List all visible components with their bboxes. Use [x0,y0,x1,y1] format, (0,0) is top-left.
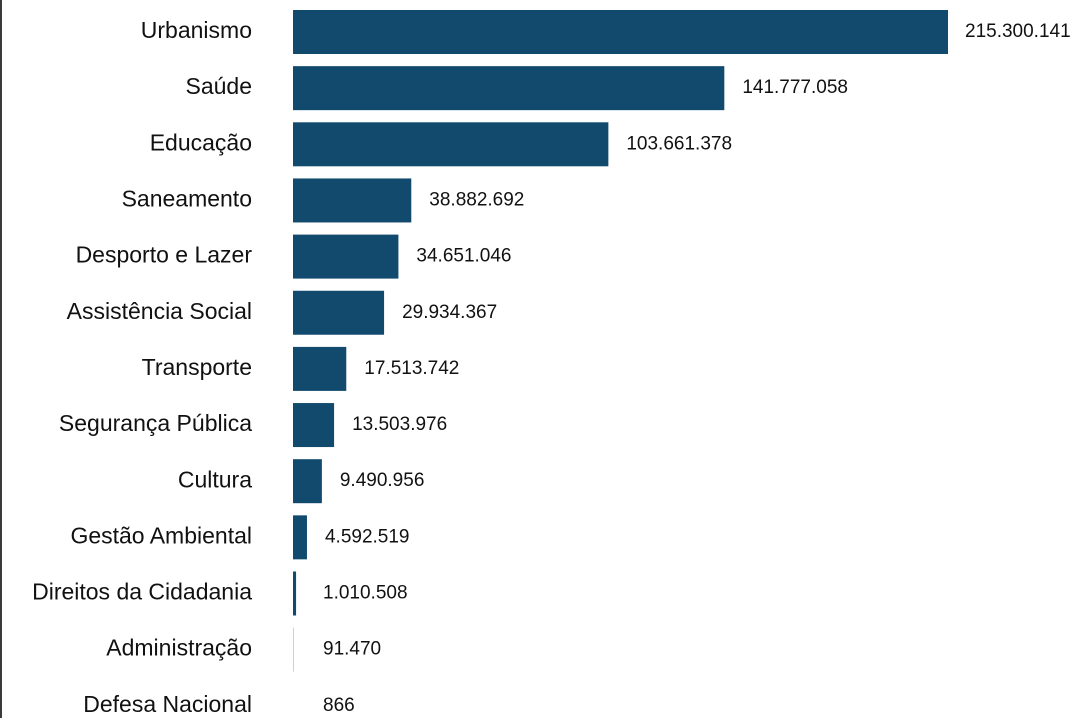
value-label: 215.300.141 [965,21,1071,42]
bar [293,571,297,616]
bar [293,346,347,391]
value-label: 13.503.976 [352,414,447,435]
category-label: Gestão Ambiental [70,522,252,548]
category-label: Segurança Pública [59,410,252,436]
category-label: Cultura [178,466,252,492]
category-label: Saneamento [122,186,252,212]
bar [293,234,399,279]
value-label: 1.010.508 [323,583,408,604]
category-label: Transporte [142,354,252,380]
value-label: 866 [323,695,355,716]
value-label: 17.513.742 [364,358,459,379]
category-label: Saúde [185,73,252,99]
category-label: Direitos da Cidadania [32,579,252,605]
category-label: Defesa Nacional [83,691,252,717]
bar [293,290,385,335]
category-label: Urbanismo [141,17,252,43]
bars [293,10,948,718]
category-label: Assistência Social [67,298,252,324]
value-labels: 215.300.141 141.777.058 103.661.378 38.882.… [323,21,1071,716]
value-label: 9.490.956 [340,470,425,491]
category-labels: Urbanismo Saúde Educação Saneamento Desporto… [32,17,252,717]
bar [293,403,335,448]
bar [293,66,725,111]
value-label: 29.934.367 [402,302,497,323]
value-label: 34.651.046 [416,246,511,267]
value-label: 38.882.692 [429,189,524,210]
value-label: 91.470 [323,639,381,660]
bar [293,459,322,504]
bar [293,627,294,672]
category-label: Administração [106,635,252,661]
value-label: 4.592.519 [325,526,410,547]
category-label: Educação [150,129,252,155]
bar [293,178,412,223]
value-label: 141.777.058 [742,77,848,98]
category-label: Desporto e Lazer [76,242,253,268]
bar [293,515,307,560]
bar [293,684,294,718]
value-label: 103.661.378 [626,133,732,154]
left-border-line [0,0,2,718]
bar [293,10,948,54]
bar [293,122,609,167]
